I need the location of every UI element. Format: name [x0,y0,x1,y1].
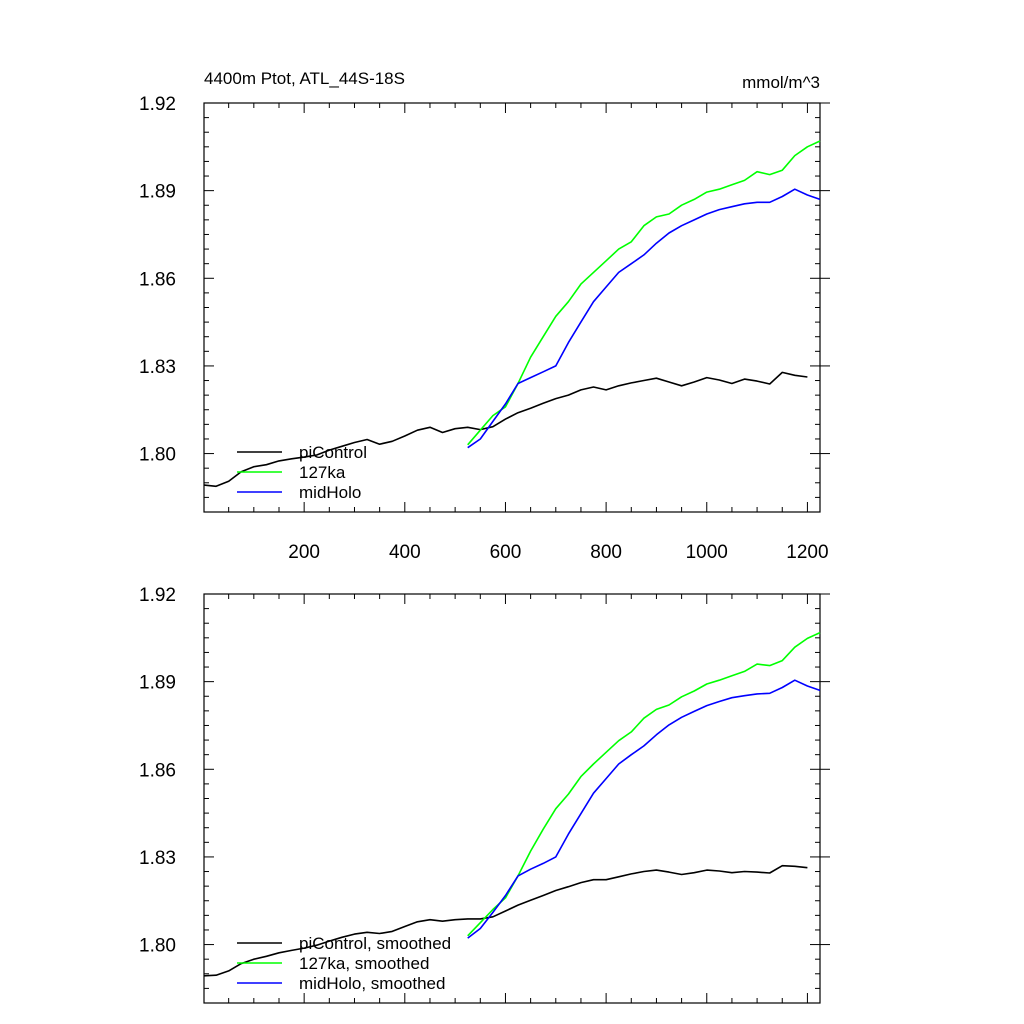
series-line [467,188,821,449]
legend-label: midHolo, smoothed [299,974,445,993]
series-line [467,140,821,446]
y-tick-label: 1.92 [139,585,176,606]
plot-frame [203,102,821,513]
y-tick-label: 1.80 [139,936,176,957]
x-tick-label: 200 [288,542,320,563]
x-tick-label: 800 [590,542,622,563]
legend-label: midHolo [299,483,361,502]
panel-smoothed: 1.80 1.83 1.86 1.89 1.92 piControl, smoothed1… [139,585,830,1004]
legend-label: piControl, smoothed [299,934,451,953]
panel-raw: 1.80 1.83 1.86 1.89 1.92 200 400 600 800 1000 1200… [139,94,830,563]
legend-label: piControl [299,443,367,462]
y-tick-label: 1.83 [139,357,176,378]
y-tick-label: 1.86 [139,269,176,290]
units-label: mmol/m^3 [742,73,820,92]
y-tick-label: 1.83 [139,848,176,869]
x-tick-label: 1000 [686,542,728,563]
y-tick-label: 1.86 [139,760,176,781]
chart-title: 4400m Ptot, ATL_44S-18S [204,69,405,88]
legend-label: 127ka, smoothed [299,954,429,973]
y-tick-label: 1.80 [139,445,176,466]
y-tick-label: 1.89 [139,673,176,694]
plot-frame [203,593,821,1004]
series-line [467,631,821,937]
legend-label: 127ka [299,463,346,482]
x-tick-label: 1200 [786,542,828,563]
series-line [203,864,808,977]
y-tick-label: 1.92 [139,94,176,115]
x-tick-label: 600 [490,542,522,563]
x-tick-label: 400 [389,542,421,563]
series-line [203,371,808,488]
series-line [467,679,821,939]
y-tick-label: 1.89 [139,182,176,203]
